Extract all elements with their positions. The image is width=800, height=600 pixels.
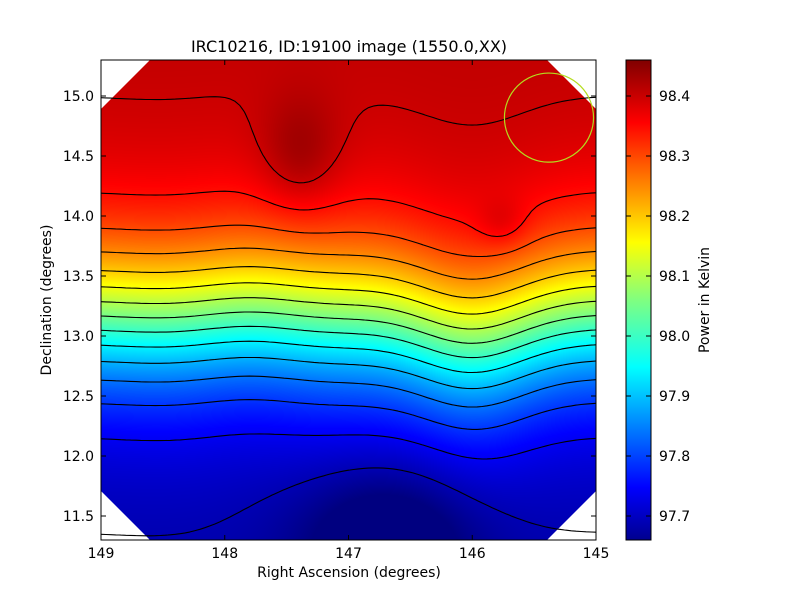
y-tick-label: 13.0	[63, 329, 94, 345]
x-axis-label: Right Ascension (degrees)	[257, 565, 441, 581]
y-tick-label: 15.0	[63, 89, 94, 105]
y-tick-label: 11.5	[63, 509, 94, 525]
colorbar-tick-label: 97.7	[659, 509, 690, 525]
contour-line	[101, 297, 596, 330]
colorbar-ticks: 97.7 97.8 97.9 98.0 98.1 98.2 98.3 98.4	[626, 89, 690, 525]
plot-area	[101, 60, 596, 540]
y-tick-label: 14.0	[63, 209, 94, 225]
contour-line	[101, 282, 596, 315]
chart-title: IRC10216, ID:19100 image (1550.0,XX)	[191, 37, 507, 56]
x-tick-label: 148	[211, 546, 238, 562]
contour-line	[101, 325, 596, 359]
beam-circle	[503, 72, 595, 163]
colorbar-label: Power in Kelvin	[697, 247, 713, 353]
colorbar-tick-label: 97.8	[659, 449, 690, 465]
contour-line	[101, 433, 596, 460]
x-tick-label: 149	[88, 546, 115, 562]
x-tick-label: 145	[583, 546, 610, 562]
y-tick-label: 12.0	[63, 449, 94, 465]
heatmap-image	[101, 60, 596, 540]
y-tick-label: 14.5	[63, 149, 94, 165]
colorbar	[625, 59, 652, 541]
contour-line	[101, 311, 596, 344]
colorbar-tick-label: 98.0	[659, 329, 690, 345]
contour-line	[101, 224, 596, 258]
colorbar-tick-label: 98.4	[659, 89, 690, 105]
colorbar-tick-label: 98.2	[659, 209, 690, 225]
contour-line	[101, 467, 596, 537]
contour-line	[101, 399, 596, 430]
x-axis: 149 148 147 146 145	[88, 60, 610, 562]
x-tick-label: 146	[459, 546, 486, 562]
colorbar-tick-label: 97.9	[659, 389, 690, 405]
contour-line	[101, 266, 596, 299]
contour-line	[101, 340, 596, 374]
colorbar-tick-label: 98.1	[659, 269, 690, 285]
contour-line	[101, 356, 596, 390]
contour-line	[101, 190, 596, 238]
contour-line	[101, 247, 596, 280]
y-axis-label: Declination (degrees)	[39, 225, 55, 376]
colorbar-tick-label: 98.3	[659, 149, 690, 165]
x-tick-label: 147	[335, 546, 362, 562]
y-tick-label: 13.5	[63, 269, 94, 285]
y-axis: 11.5 12.0 12.5 13.0 13.5 14.0 14.5 15.0	[63, 89, 596, 525]
y-tick-label: 12.5	[63, 389, 94, 405]
contour-line	[101, 375, 596, 408]
contour-lines	[101, 96, 596, 537]
contour-line	[101, 96, 596, 184]
